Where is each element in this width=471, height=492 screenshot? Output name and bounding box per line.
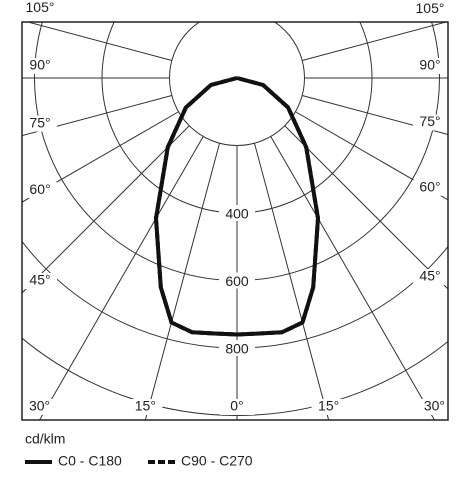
angle-label: 90° [29,57,50,73]
legend: C0 - C180 C90 - C270 [25,453,253,469]
label-bg [219,272,255,289]
unit-label: cd/klm [25,431,65,447]
curve [154,76,320,337]
angle-label: 105° [416,0,445,16]
angle-ray [302,22,448,62]
angle-label: 45° [29,272,50,288]
angle-label: 30° [29,398,50,414]
angle-label: 60° [419,179,440,195]
label-bg [413,58,447,74]
angle-ray [22,125,190,294]
legend-label: C90 - C270 [181,453,253,469]
angle-label: 15° [135,398,156,414]
label-bg [23,0,57,17]
label-bg [128,399,163,415]
r-tick-label: 400 [225,206,249,222]
label-bg [23,273,57,289]
curves [154,76,320,337]
label-bg [311,399,346,415]
labels: 0° 15° 15° 30° 30° 45° 45° 60° 60° 75° 75° 90° 90° 10… [22,0,452,415]
label-bg [417,399,452,415]
angle-label: 75° [419,113,440,129]
angle-label: 75° [29,114,50,130]
legend-label: C0 - C180 [58,453,122,469]
label-bg [220,399,254,415]
frame [21,21,449,421]
angle-label: 15° [318,398,339,414]
angle-ray [270,136,435,420]
label-bg [23,182,57,199]
angle-label: 45° [419,268,440,284]
label-bg [23,115,57,132]
angle-ray [26,22,172,62]
angle-ray [284,125,448,290]
angle-ray [39,136,204,420]
angle-ray [144,143,221,420]
label-bg [219,205,255,221]
angle-label: 0° [230,398,243,414]
angle-label: 105° [26,0,55,15]
angle-label: 90° [419,57,440,73]
angle-label: 60° [29,181,50,197]
label-bg [219,340,255,356]
r-tick-label: 800 [225,341,249,357]
r-tick-label: 600 [225,273,249,289]
label-bg [413,269,447,285]
label-bg [413,179,447,196]
angle-label: 30° [424,398,445,414]
label-bg [23,58,57,74]
label-bg [413,114,447,131]
angle-ray [253,143,330,420]
label-bg [413,1,447,18]
label-bg [22,399,57,415]
